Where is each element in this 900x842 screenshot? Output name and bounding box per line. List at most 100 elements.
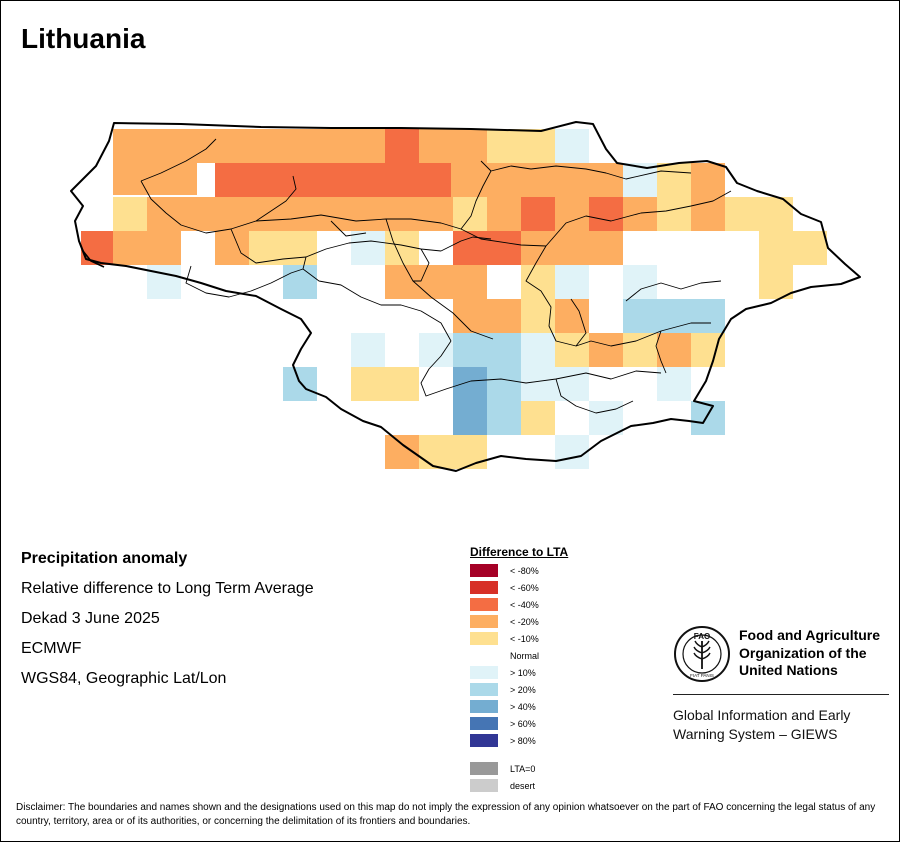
grid-cell — [555, 333, 589, 367]
grid-cell — [623, 265, 657, 299]
grid-cell — [487, 401, 521, 435]
legend-item: desert — [470, 779, 535, 792]
map-period: Dekad 3 June 2025 — [21, 610, 160, 627]
legend-swatch — [470, 598, 498, 611]
grid-cell — [657, 163, 691, 197]
legend-item: > 80% — [470, 734, 536, 747]
grid-cell — [589, 401, 623, 435]
grid-cell — [453, 231, 521, 265]
grid-cell — [283, 265, 317, 299]
giews-name: Global Information and Early Warning Sys… — [673, 707, 851, 742]
grid-cell — [657, 197, 691, 231]
grid-cell — [487, 367, 521, 401]
legend-label: < -60% — [510, 582, 539, 593]
grid-cell — [453, 367, 487, 401]
grid-cell — [113, 197, 147, 231]
grid-cell — [759, 231, 827, 265]
legend-label: desert — [510, 780, 536, 791]
grid-cell — [623, 333, 657, 367]
grid-cell — [657, 333, 691, 367]
grid-cell — [147, 197, 453, 231]
grid-cell — [487, 129, 555, 163]
grid-cell — [283, 367, 317, 401]
legend-label: > 10% — [510, 667, 536, 678]
anomaly-grid — [81, 129, 827, 469]
legend-item: LTA=0 — [470, 762, 535, 775]
fao-emblem-letters: FAO — [694, 632, 710, 641]
grid-cell — [351, 333, 385, 367]
fao-name: Food and Agriculture Organization of the… — [739, 627, 881, 678]
grid-cell — [487, 163, 623, 197]
legend-swatch — [470, 717, 498, 730]
legend-swatch — [470, 779, 498, 792]
legend-label: > 80% — [510, 735, 536, 746]
legend-label: > 60% — [510, 718, 536, 729]
coastline — [78, 240, 105, 268]
grid-cell — [555, 129, 589, 163]
grid-cell — [453, 401, 487, 435]
legend-label: LTA=0 — [510, 763, 536, 774]
legend-swatch — [470, 734, 498, 747]
legend-label: > 20% — [510, 684, 536, 695]
legend-swatch — [470, 649, 498, 662]
grid-cell — [113, 231, 181, 265]
grid-cell — [351, 367, 419, 401]
grid-cell — [197, 129, 385, 163]
grid-cell — [453, 299, 521, 333]
fao-divider — [673, 694, 889, 695]
map-heading: Precipitation anomaly — [21, 550, 188, 567]
legend-item: > 40% — [470, 700, 536, 713]
legend-item: > 20% — [470, 683, 536, 696]
grid-cell — [249, 231, 317, 265]
grid-cell — [691, 163, 725, 197]
grid-cell — [147, 265, 181, 299]
grid-cell — [521, 333, 555, 367]
legend-item: < -10% — [470, 632, 539, 645]
legend-item: < -40% — [470, 598, 539, 611]
legend-swatch — [470, 762, 498, 775]
legend-swatch — [470, 581, 498, 594]
map-subtitle: Relative difference to Long Term Average — [21, 580, 314, 597]
legend-swatch — [470, 666, 498, 679]
map-projection: WGS84, Geographic Lat/Lon — [21, 670, 227, 687]
grid-cell — [657, 367, 691, 401]
grid-cell — [453, 197, 487, 231]
legend-swatch — [470, 632, 498, 645]
legend-item: < -20% — [470, 615, 539, 628]
grid-cell — [691, 197, 725, 231]
fao-emblem-motto: FIAT PANIS — [690, 673, 714, 678]
grid-cell — [521, 197, 555, 231]
grid-cell — [589, 333, 623, 367]
legend-label: > 40% — [510, 701, 536, 712]
grid-cell — [351, 231, 385, 265]
fao-branding: FAO FIAT PANIS Food and Agriculture Orga… — [673, 623, 889, 749]
grid-cell — [521, 367, 589, 401]
legend-item: > 60% — [470, 717, 536, 730]
legend-swatch — [470, 683, 498, 696]
legend-label: < -20% — [510, 616, 539, 627]
grid-cell — [555, 265, 589, 299]
grid-cell — [555, 299, 589, 333]
legend-label: < -10% — [510, 633, 539, 644]
legend-item: Normal — [470, 649, 539, 662]
legend-swatch — [470, 615, 498, 628]
grid-cell — [215, 231, 249, 265]
grid-cell — [487, 197, 521, 231]
grid-cell — [759, 265, 793, 299]
grid-cell — [589, 197, 623, 231]
legend-label: < -80% — [510, 565, 539, 576]
grid-cell — [453, 333, 521, 367]
data-source: ECMWF — [21, 640, 82, 657]
grid-cell — [385, 231, 419, 265]
legend-swatch — [470, 564, 498, 577]
fao-emblem-icon: FAO FIAT PANIS — [674, 626, 730, 682]
grid-cell — [521, 265, 555, 299]
disclaimer: Disclaimer: The boundaries and names sho… — [16, 802, 876, 827]
legend-title: Difference to LTA — [470, 545, 569, 559]
grid-cell — [521, 401, 555, 435]
grid-cell — [555, 231, 623, 265]
map-title: Lithuania — [21, 23, 146, 54]
anomaly-map — [70, 121, 861, 472]
grid-cell — [555, 197, 589, 231]
